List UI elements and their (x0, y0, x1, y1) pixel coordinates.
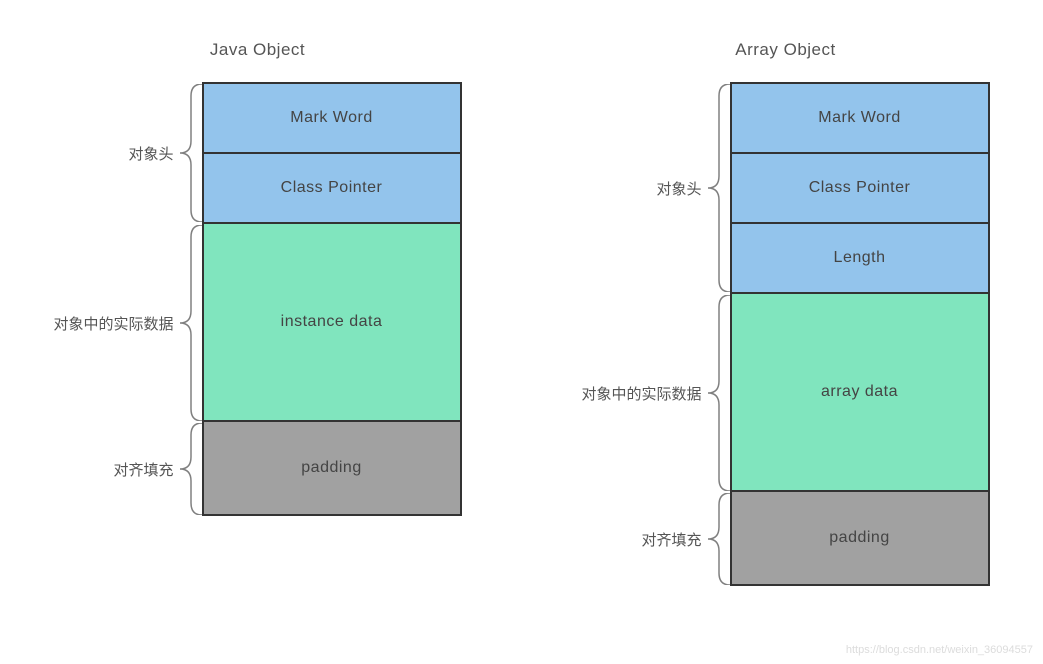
brace-icon (180, 422, 202, 516)
java-box: Mark Word (202, 82, 462, 154)
watermark-text: https://blog.csdn.net/weixin_36094557 (846, 644, 1033, 656)
array-object-column: Array Object 对象头对象中的实际数据对齐填充 Mark WordCl… (582, 40, 990, 586)
brace-icon (708, 294, 730, 492)
java-group-label-row: 对齐填充 (53, 422, 201, 516)
brace-icon (708, 82, 730, 294)
array-group-label: 对象中的实际数据 (582, 383, 708, 404)
java-boxes: Mark WordClass Pointerinstance datapaddi… (202, 82, 462, 516)
java-group-label-row: 对象头 (53, 82, 201, 224)
java-box: padding (202, 420, 462, 516)
brace-icon (180, 82, 202, 224)
brace-icon (180, 224, 202, 422)
java-title: Java Object (210, 40, 305, 60)
java-group-label-row: 对象中的实际数据 (53, 224, 201, 422)
java-box: Class Pointer (202, 152, 462, 224)
array-stack: 对象头对象中的实际数据对齐填充 Mark WordClass PointerLe… (582, 82, 990, 586)
java-group-label: 对象头 (128, 143, 179, 164)
array-box: array data (730, 292, 990, 492)
array-box: padding (730, 490, 990, 586)
array-box: Length (730, 222, 990, 294)
array-group-label-row: 对象中的实际数据 (582, 294, 730, 492)
java-group-label: 对齐填充 (113, 459, 179, 480)
java-labels: 对象头对象中的实际数据对齐填充 (53, 82, 201, 516)
array-group-label: 对象头 (657, 178, 708, 199)
array-boxes: Mark WordClass PointerLengtharray datapa… (730, 82, 990, 586)
diagram-container: Java Object 对象头对象中的实际数据对齐填充 Mark WordCla… (30, 40, 1013, 586)
array-box: Class Pointer (730, 152, 990, 224)
java-box: instance data (202, 222, 462, 422)
java-stack: 对象头对象中的实际数据对齐填充 Mark WordClass Pointerin… (53, 82, 461, 516)
array-labels: 对象头对象中的实际数据对齐填充 (582, 82, 730, 586)
array-group-label: 对齐填充 (642, 529, 708, 550)
array-box: Mark Word (730, 82, 990, 154)
array-group-label-row: 对象头 (582, 82, 730, 294)
brace-icon (708, 492, 730, 586)
java-group-label: 对象中的实际数据 (53, 313, 179, 334)
array-group-label-row: 对齐填充 (582, 492, 730, 586)
java-object-column: Java Object 对象头对象中的实际数据对齐填充 Mark WordCla… (53, 40, 461, 516)
array-title: Array Object (735, 40, 835, 60)
